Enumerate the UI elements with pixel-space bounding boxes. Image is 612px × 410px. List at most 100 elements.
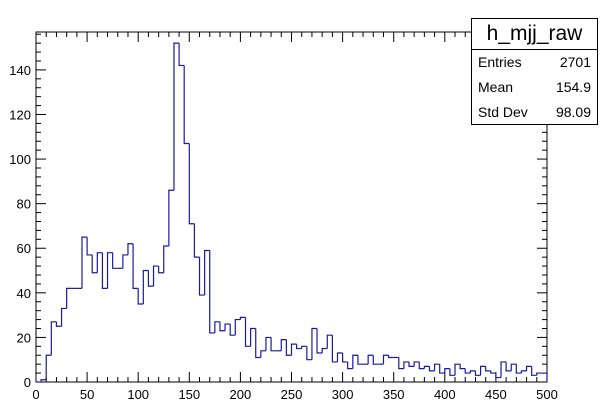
histogram-bin — [106, 252, 113, 289]
histogram-bin — [255, 328, 261, 359]
stats-label: Std Dev — [478, 104, 528, 120]
histogram-bin — [387, 355, 394, 359]
x-tick-label: 150 — [178, 387, 200, 402]
histogram-bin — [209, 250, 215, 334]
histogram-bin — [474, 370, 481, 376]
histogram-bin — [96, 252, 103, 273]
histogram-bin — [122, 254, 128, 269]
histogram-bin — [479, 365, 486, 376]
histogram-bin — [398, 357, 404, 370]
histogram-bin — [142, 269, 149, 304]
x-tick-labels: 0 50 100 150 200 250 300 350 400 450 500 — [32, 387, 557, 402]
histogram-bin — [301, 345, 307, 349]
histogram-bin — [132, 243, 139, 289]
histogram-bin — [454, 363, 461, 376]
histogram-bin — [112, 252, 118, 269]
histogram-bin — [449, 368, 456, 376]
x-tick-label: 250 — [281, 387, 303, 402]
histogram-bin — [510, 363, 517, 371]
histogram-bin — [331, 335, 338, 363]
histogram-bin — [520, 370, 527, 374]
histogram-bin — [495, 373, 502, 379]
histogram-bin — [219, 321, 226, 332]
x-tick-label: 450 — [485, 387, 507, 402]
histogram-bin — [336, 352, 343, 362]
histogram-bin — [60, 307, 67, 327]
histogram-bin — [403, 361, 410, 369]
histogram-bin — [357, 355, 364, 365]
histogram-bin — [459, 364, 466, 370]
stats-value: 2701 — [559, 54, 591, 70]
x-tick-label: 400 — [434, 387, 456, 402]
histogram-bin — [306, 346, 312, 361]
histogram-bin — [280, 339, 287, 351]
y-tick-label: 80 — [17, 197, 31, 212]
y-tick-label: 0 — [24, 375, 31, 390]
histogram-bins — [36, 42, 548, 383]
histogram-bin — [193, 223, 200, 258]
histogram-bin — [464, 368, 471, 374]
histogram-bin — [224, 323, 231, 331]
y-tick-label: 60 — [17, 241, 31, 256]
x-tick-label: 350 — [383, 387, 405, 402]
histogram-bin — [541, 372, 548, 382]
stats-label: Entries — [478, 54, 522, 70]
histogram-bin — [531, 366, 537, 376]
histogram-bin — [91, 254, 98, 274]
histogram-bin — [173, 42, 180, 191]
histogram-bin — [127, 243, 134, 255]
histogram-bin — [500, 361, 507, 378]
histogram-bin — [285, 339, 292, 356]
histogram-bin — [423, 365, 430, 369]
histogram-bin — [296, 344, 302, 350]
histogram-bin — [270, 337, 277, 352]
x-tick-label: 0 — [32, 387, 39, 402]
histogram-bin — [81, 236, 88, 289]
histogram-bin — [316, 328, 323, 354]
histogram-bin — [229, 324, 236, 336]
histogram-bin — [485, 366, 491, 372]
stats-row-stddev: Std Dev 98.09 — [472, 100, 597, 125]
histogram-bin — [326, 334, 333, 349]
histogram-bin — [45, 354, 52, 380]
histogram-bin — [188, 143, 195, 225]
histogram-bin — [311, 327, 318, 360]
histogram-bin — [408, 361, 415, 367]
x-tick-label: 50 — [80, 387, 94, 402]
histogram-bin — [163, 245, 169, 273]
histogram-bin — [198, 257, 205, 296]
stats-value: 98.09 — [555, 104, 591, 120]
histogram-bin — [86, 237, 93, 256]
y-tick-labels: 0 20 40 60 80 100 120 140 — [9, 63, 31, 390]
histogram-bin — [101, 252, 108, 289]
histogram-bin — [214, 321, 220, 333]
histogram-bin — [204, 249, 210, 296]
x-tick-label: 500 — [536, 387, 558, 402]
histogram-bin — [50, 321, 57, 356]
histogram-bin — [490, 370, 496, 374]
histogram-bin — [433, 363, 440, 371]
histogram-bin — [505, 361, 512, 372]
stats-row-entries: Entries 2701 — [472, 50, 597, 75]
histogram-bin — [469, 370, 476, 374]
x-tick-label: 100 — [127, 387, 149, 402]
histogram-bin — [413, 361, 420, 367]
y-tick-label: 20 — [17, 330, 31, 345]
histogram-bin — [382, 354, 389, 365]
histogram-bin — [347, 361, 353, 370]
histogram-bin — [183, 65, 190, 145]
y-tick-label: 100 — [9, 152, 31, 167]
histogram-bin — [342, 353, 348, 363]
histogram-bin — [66, 287, 72, 309]
histogram-bin — [321, 347, 328, 354]
histogram-bin — [444, 368, 450, 374]
histogram-bin — [428, 366, 435, 372]
histogram-bin — [152, 265, 159, 287]
histogram-bin — [290, 343, 297, 356]
histogram-bin — [234, 318, 241, 336]
stats-box: h_mjj_raw Entries 2701 Mean 154.9 Std De… — [471, 18, 598, 125]
histogram-bin — [244, 317, 251, 347]
histogram-bin — [40, 379, 47, 382]
histogram-bin — [147, 270, 154, 287]
